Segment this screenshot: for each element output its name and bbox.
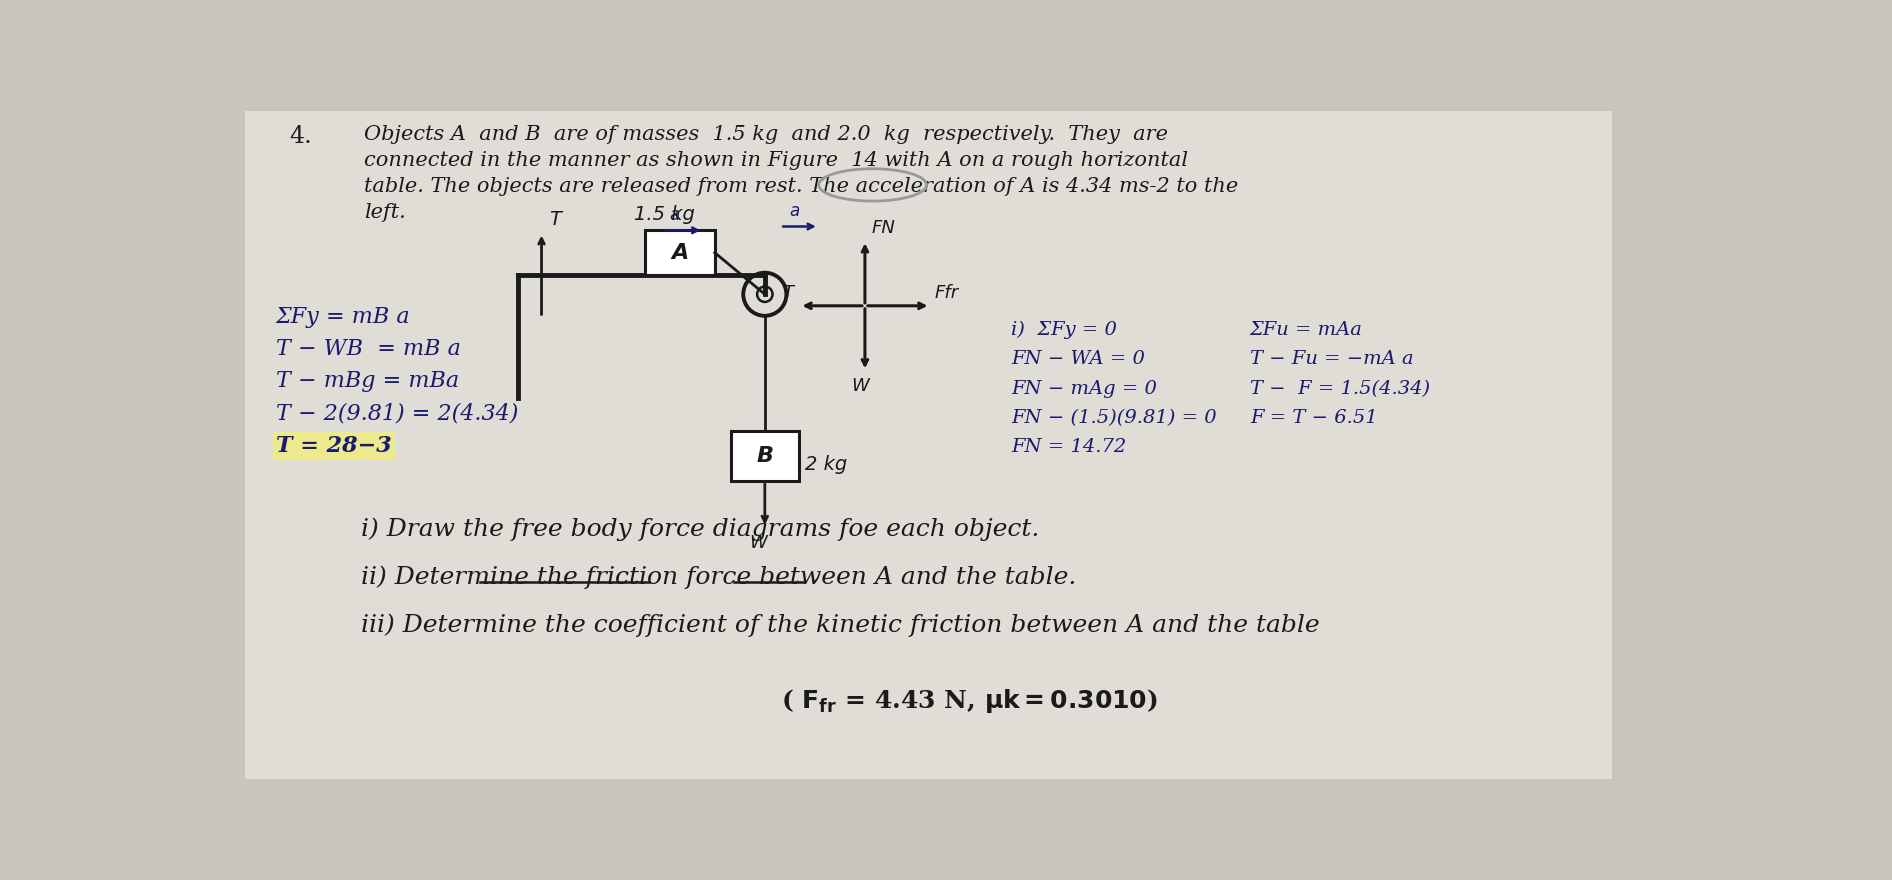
Text: T: T — [549, 209, 562, 229]
Text: T: T — [781, 284, 793, 302]
Text: i)  ΣFy = 0: i) ΣFy = 0 — [1010, 321, 1116, 340]
Text: Ffr: Ffr — [935, 284, 959, 302]
Text: FN − (1.5)(9.81) = 0: FN − (1.5)(9.81) = 0 — [1010, 409, 1217, 427]
FancyBboxPatch shape — [645, 231, 715, 275]
FancyBboxPatch shape — [246, 111, 1612, 780]
Text: T −  F = 1.5(4.34): T − F = 1.5(4.34) — [1251, 379, 1430, 398]
Text: Objects A  and B  are of masses  1.5 kg  and 2.0  kg  respectively.  They  are: Objects A and B are of masses 1.5 kg and… — [365, 125, 1169, 143]
Text: ΣFy = mB a: ΣFy = mB a — [276, 306, 411, 327]
Text: W: W — [851, 378, 868, 395]
Text: ii) Determine the friction force between A and the table.: ii) Determine the friction force between… — [361, 565, 1077, 589]
Text: iii) Determine the coefficient of the kinetic friction between A and the table: iii) Determine the coefficient of the ki… — [361, 613, 1319, 636]
Text: T = 28−3: T = 28−3 — [276, 435, 392, 457]
FancyBboxPatch shape — [1612, 111, 1693, 780]
Text: B: B — [757, 446, 774, 466]
Text: F = T − 6.51: F = T − 6.51 — [1251, 409, 1377, 427]
Text: FN − mAg = 0: FN − mAg = 0 — [1010, 379, 1158, 398]
Text: W: W — [749, 533, 766, 552]
FancyBboxPatch shape — [730, 431, 798, 481]
Text: table. The objects are released from rest. The acceleration of A is 4.34 ms-2 to: table. The objects are released from res… — [365, 177, 1239, 196]
Text: left.: left. — [365, 203, 407, 223]
Text: 1.5 kg: 1.5 kg — [634, 205, 694, 224]
Text: connected in the manner as shown in Figure  14 with A on a rough horizontal: connected in the manner as shown in Figu… — [365, 151, 1188, 170]
Text: ( $\mathbf{F_{fr}}$ = 4.43 N, $\mathbf{\mu k=0.3010}$): ( $\mathbf{F_{fr}}$ = 4.43 N, $\mathbf{\… — [781, 687, 1158, 715]
Text: FN − WA = 0: FN − WA = 0 — [1010, 350, 1145, 369]
Text: T − WB  = mB a: T − WB = mB a — [276, 338, 462, 360]
Text: 4.: 4. — [289, 125, 312, 148]
Text: T − 2(9.81) = 2(4.34): T − 2(9.81) = 2(4.34) — [276, 403, 518, 425]
Text: A: A — [672, 243, 689, 262]
Text: i) Draw the free body force diagrams foe each object.: i) Draw the free body force diagrams foe… — [361, 517, 1039, 541]
Text: 2 kg: 2 kg — [804, 455, 848, 473]
Text: a: a — [789, 202, 798, 220]
Text: FN: FN — [870, 219, 895, 238]
Text: T − Fu = −mA a: T − Fu = −mA a — [1251, 350, 1413, 369]
Text: a: a — [670, 206, 679, 224]
Text: FN = 14.72: FN = 14.72 — [1010, 438, 1126, 456]
Text: T − mBg = mBa: T − mBg = mBa — [276, 370, 460, 392]
Text: ΣFu = mAa: ΣFu = mAa — [1251, 321, 1362, 339]
